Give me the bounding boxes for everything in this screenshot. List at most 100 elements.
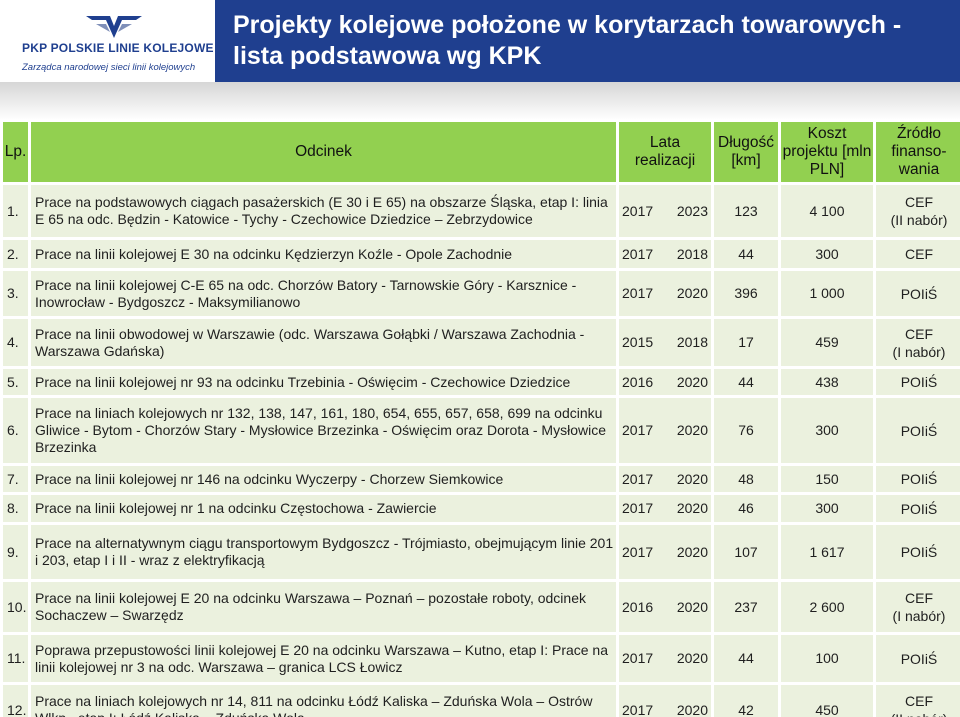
row-dlugosc: 44 xyxy=(714,635,778,682)
row-length: 44 xyxy=(738,650,754,666)
row-description: Prace na alternatywnym ciągu transportow… xyxy=(35,535,614,568)
row-dlugosc: 237 xyxy=(714,582,778,632)
row-number: 11. xyxy=(7,650,26,666)
pkp-logo-icon xyxy=(86,16,142,38)
row-description: Prace na linii kolejowej E 20 na odcinku… xyxy=(35,590,586,623)
row-length: 237 xyxy=(734,598,758,615)
logo-name: PKP POLSKIE LINIE KOLEJOWE S.A. xyxy=(22,41,242,55)
row-source-round: (II nabór) xyxy=(890,212,948,228)
row-lp: 2. xyxy=(3,240,28,268)
row-source: POIiŚ xyxy=(900,422,938,439)
row-koszt: 450 xyxy=(781,685,873,717)
row-year-start: 2016 xyxy=(622,598,654,615)
row-lata: 2017 2020 xyxy=(619,635,711,682)
row-year-end: 2020 xyxy=(676,285,708,301)
row-cost: 2 600 xyxy=(809,598,845,615)
row-dlugosc: 46 xyxy=(714,495,778,522)
row-lp: 7. xyxy=(3,466,28,492)
row-lata: 2016 2020 xyxy=(619,582,711,632)
row-lp: 5. xyxy=(3,369,28,395)
row-lp: 1. xyxy=(3,185,28,237)
row-lp: 12. xyxy=(3,685,28,717)
row-source-round: (II nabór) xyxy=(891,710,948,717)
row-source: POIiŚ xyxy=(900,285,938,302)
row-cost: 150 xyxy=(815,470,839,487)
row-cost: 100 xyxy=(815,650,839,666)
row-year-start: 2017 xyxy=(622,245,654,262)
row-odcinek: Prace na liniach kolejowych nr 132, 138,… xyxy=(31,398,616,463)
row-length: 107 xyxy=(734,543,758,560)
row-lp: 3. xyxy=(3,271,28,316)
row-odcinek: Prace na liniach kolejowych nr 14, 811 n… xyxy=(31,685,616,717)
row-length: 42 xyxy=(738,701,754,717)
row-odcinek: Prace na linii kolejowej nr 93 na odcink… xyxy=(31,369,616,395)
row-description: Prace na liniach kolejowych nr 132, 138,… xyxy=(35,405,606,455)
row-number: 4. xyxy=(7,334,19,350)
row-year-end: 2020 xyxy=(676,650,708,666)
row-cost: 300 xyxy=(815,500,839,516)
row-source-round: (I nabór) xyxy=(892,343,946,360)
row-number: 3. xyxy=(7,285,19,301)
row-number: 7. xyxy=(7,470,19,487)
row-source: CEF xyxy=(905,590,933,606)
row-description: Prace na linii obwodowej w Warszawie (od… xyxy=(35,325,585,359)
row-year-start: 2017 xyxy=(622,650,654,666)
row-dlugosc: 76 xyxy=(714,398,778,463)
row-description: Prace na podstawowych ciągach pasażerski… xyxy=(35,194,608,227)
row-zrodlo: POIiŚ xyxy=(876,495,960,522)
header-dlugosc: Długość [km] xyxy=(714,122,778,182)
row-year-start: 2017 xyxy=(622,500,654,516)
row-source: CEF xyxy=(905,693,933,709)
row-source: POIiŚ xyxy=(900,471,938,487)
row-year-end: 2018 xyxy=(676,245,708,262)
row-lata: 2017 2020 xyxy=(619,398,711,463)
row-zrodlo: CEF (I nabór) xyxy=(876,582,960,632)
row-source: POIiŚ xyxy=(900,374,938,390)
row-lp: 6. xyxy=(3,398,28,463)
row-number: 5. xyxy=(7,373,19,390)
row-lata: 2017 2020 xyxy=(619,271,711,316)
page-title: Projekty kolejowe położone w korytarzach… xyxy=(233,11,902,70)
row-year-end: 2020 xyxy=(676,373,708,390)
row-length: 48 xyxy=(738,470,754,487)
row-odcinek: Prace na alternatywnym ciągu transportow… xyxy=(31,525,616,579)
row-zrodlo: POIiŚ xyxy=(876,398,960,463)
row-zrodlo: POIiŚ xyxy=(876,271,960,316)
row-zrodlo: POIiŚ xyxy=(876,635,960,682)
row-year-end: 2023 xyxy=(676,202,708,219)
row-number: 9. xyxy=(7,543,19,560)
row-lata: 2017 2023 xyxy=(619,185,711,237)
row-cost: 459 xyxy=(815,334,839,350)
row-year-start: 2016 xyxy=(622,373,654,390)
row-number: 6. xyxy=(7,422,19,438)
row-dlugosc: 44 xyxy=(714,240,778,268)
row-number: 10. xyxy=(7,598,27,615)
row-zrodlo: CEF (I nabór) xyxy=(876,319,960,366)
row-length: 44 xyxy=(738,245,754,262)
row-koszt: 300 xyxy=(781,240,873,268)
row-year-end: 2020 xyxy=(676,701,708,717)
header-band: Projekty kolejowe położone w korytarzach… xyxy=(215,0,960,82)
row-dlugosc: 123 xyxy=(714,185,778,237)
row-description: Prace na liniach kolejowych nr 14, 811 n… xyxy=(35,693,593,717)
row-cost: 450 xyxy=(815,701,839,717)
row-lata: 2017 2020 xyxy=(619,495,711,522)
row-length: 17 xyxy=(738,334,754,350)
row-koszt: 2 600 xyxy=(781,582,873,632)
row-odcinek: Prace na linii kolejowej C-E 65 na odc. … xyxy=(31,271,616,316)
header-koszt: Koszt projektu [mln PLN] xyxy=(781,122,873,182)
row-dlugosc: 42 xyxy=(714,685,778,717)
row-lp: 4. xyxy=(3,319,28,366)
header-shadow xyxy=(0,82,960,120)
row-cost: 300 xyxy=(815,245,839,262)
row-lata: 2016 2020 xyxy=(619,369,711,395)
row-description: Prace na linii kolejowej C-E 65 na odc. … xyxy=(35,276,577,310)
row-year-start: 2017 xyxy=(622,202,654,219)
row-lp: 11. xyxy=(3,635,28,682)
row-source-round: (I nabór) xyxy=(892,608,946,624)
row-zrodlo: POIiŚ xyxy=(876,525,960,579)
row-year-end: 2018 xyxy=(676,334,708,350)
row-koszt: 150 xyxy=(781,466,873,492)
row-dlugosc: 396 xyxy=(714,271,778,316)
header-lp: Lp. xyxy=(3,122,28,182)
